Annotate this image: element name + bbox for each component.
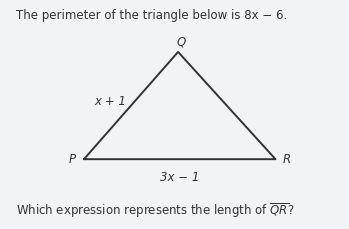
Text: x + 1: x + 1 [94, 95, 126, 108]
Text: The perimeter of the triangle below is 8x − 6.: The perimeter of the triangle below is 8… [16, 9, 287, 22]
Text: Which expression represents the length of $\mathit{\overline{QR}}$?: Which expression represents the length o… [16, 201, 294, 220]
Text: 3x − 1: 3x − 1 [160, 172, 199, 185]
Text: Q: Q [177, 35, 186, 48]
Text: R: R [283, 153, 291, 166]
Text: P: P [69, 153, 76, 166]
